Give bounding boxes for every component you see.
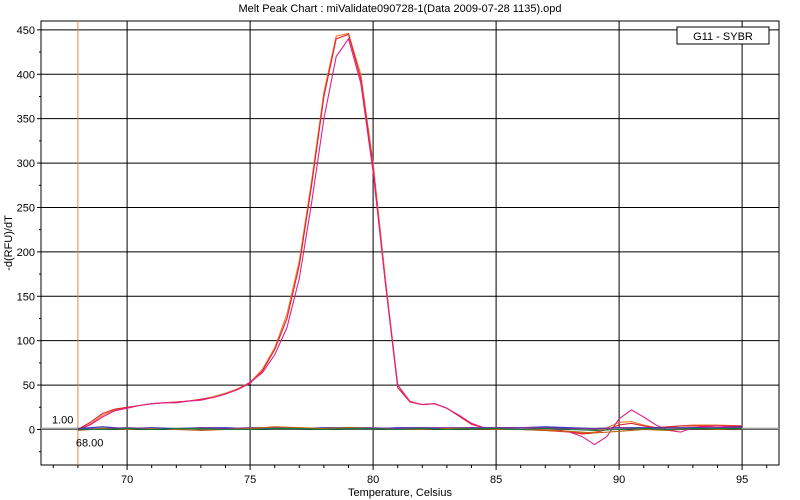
x-tick-label: 80 (367, 474, 379, 486)
y-tick-label: 150 (17, 291, 35, 303)
y-tick-label: 400 (17, 69, 35, 81)
plot-area (40, 20, 780, 466)
chart-title: Melt Peak Chart : miValidate090728-1(Dat… (238, 3, 561, 15)
plot-frame (40, 20, 780, 466)
y-tick-label: 350 (17, 114, 35, 126)
y-tick-label: 50 (23, 380, 35, 392)
y-tick-label: 0 (29, 424, 35, 436)
x-tick-label: 70 (121, 474, 133, 486)
series-line-7 (77, 428, 743, 431)
x-tick-label: 95 (736, 474, 748, 486)
y-tick-label: 100 (17, 336, 35, 348)
legend-entry: G11 - SYBR (693, 31, 753, 43)
legend-box (676, 26, 770, 45)
legend: G11 - SYBR (676, 26, 770, 45)
y-tick-label: 450 (17, 25, 35, 37)
y-axis-label: -d(RFU)/dT (3, 215, 15, 271)
x-tick-label: 75 (244, 474, 256, 486)
y-tick-label: 300 (17, 158, 35, 170)
series-group (77, 32, 743, 446)
x-tick-label: 85 (490, 474, 502, 486)
x-axis-label: Temperature, Celsius (348, 487, 452, 499)
threshold-label: 1.00 (52, 415, 73, 427)
y-tick-label: 200 (17, 247, 35, 259)
y-axis-ticks: 0 50 100 150 200 250 300 350 400 450 (17, 25, 41, 453)
grid (41, 21, 779, 465)
start-marker-label: 68.00 (76, 438, 104, 450)
x-tick-label: 90 (613, 474, 625, 486)
y-tick-label: 250 (17, 202, 35, 214)
series-line-3 (77, 37, 743, 446)
x-axis-ticks: 70 75 80 85 90 95 (52, 465, 768, 486)
